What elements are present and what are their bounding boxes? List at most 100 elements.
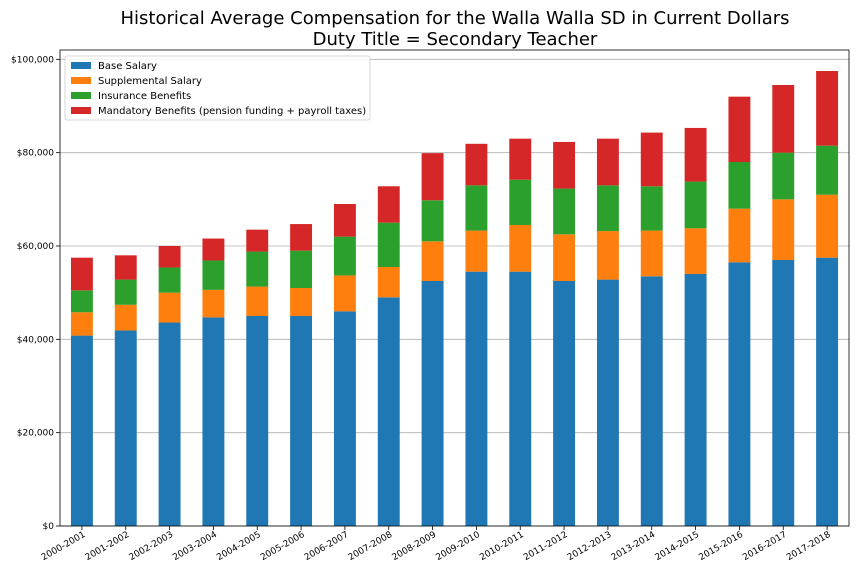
bar-2003-2004-series-2 [202,260,225,290]
legend-swatch-3 [71,107,91,114]
chart-title-line1: Historical Average Compensation for the … [120,8,790,29]
chart-title: Historical Average Compensation for the … [60,8,850,50]
x-tick-label-6: 2006-2007 [303,530,350,563]
bar-2006-2007-series-1 [333,275,356,312]
bar-2014-2015-series-1 [684,228,707,274]
bar-2009-2010-series-3 [465,143,488,186]
bar-2005-2006-series-0 [290,316,313,526]
x-tick-label-17: 2017-2018 [785,530,833,563]
bar-2003-2004-series-1 [202,289,225,318]
legend-swatch-2 [71,92,91,99]
x-tick-label-15: 2015-2016 [697,530,745,563]
x-tick-label-4: 2004-2005 [215,530,262,563]
bar-2016-2017-series-3 [772,85,795,153]
bar-2013-2014-series-1 [640,230,663,277]
bar-2016-2017-series-1 [772,199,795,260]
bar-2013-2014-series-3 [640,132,663,187]
x-tick-label-7: 2007-2008 [347,530,395,563]
bar-2006-2007-series-3 [333,204,356,237]
x-tick-label-13: 2013-2014 [610,530,658,563]
bar-2003-2004-series-0 [202,317,225,526]
y-tick-label-0: $0 [43,522,55,532]
bar-2002-2003-series-2 [158,267,181,293]
bar-2007-2008-series-1 [377,267,400,298]
x-tick-label-14: 2014-2015 [654,530,701,563]
y-tick-label-5: $100,000 [11,55,54,65]
legend-label-1: Supplemental Salary [98,76,202,87]
x-tick-label-3: 2003-2004 [171,530,219,563]
bar-2004-2005-series-1 [246,286,269,316]
bar-2015-2016-series-3 [728,96,751,162]
bar-2017-2018-series-1 [816,194,839,258]
bar-2016-2017-series-0 [772,260,795,526]
x-tick-label-0: 2000-2001 [40,530,87,563]
bar-2001-2002-series-0 [114,330,137,526]
bar-2000-2001-series-0 [70,335,93,526]
y-tick-label-3: $60,000 [17,242,54,252]
bar-2013-2014-series-2 [640,186,663,231]
bar-2001-2002-series-2 [114,279,137,305]
bar-2011-2012-series-2 [553,188,576,235]
plot-frame [59,49,850,527]
bar-2009-2010-series-1 [465,230,488,272]
legend-box [64,55,371,121]
bar-2007-2008-series-3 [377,186,400,223]
bar-2012-2013-series-3 [596,138,619,186]
bar-2006-2007-series-0 [333,311,356,526]
bar-2016-2017-series-2 [772,152,795,200]
x-tick-label-10: 2010-2011 [478,530,525,563]
bar-2015-2016-series-1 [728,208,751,263]
x-tick-label-9: 2009-2010 [434,530,482,563]
bar-2001-2002-series-1 [114,304,137,331]
bar-2013-2014-series-0 [640,276,663,526]
bar-2007-2008-series-0 [377,297,400,526]
x-tick-label-2: 2002-2003 [128,530,175,563]
legend-label-0: Base Salary [98,61,157,72]
bar-2014-2015-series-3 [684,127,707,182]
bar-2010-2011-series-0 [509,271,532,526]
bar-2014-2015-series-2 [684,181,707,229]
bar-2002-2003-series-1 [158,292,181,323]
bar-2005-2006-series-1 [290,288,313,316]
bar-2008-2009-series-0 [421,281,444,526]
y-tick-label-1: $20,000 [17,429,54,439]
bar-2011-2012-series-0 [553,281,576,526]
chart-subtitle: Duty Title = Secondary Teacher [312,29,598,50]
bar-2004-2005-series-2 [246,251,269,287]
bar-2008-2009-series-3 [421,153,444,201]
bar-2015-2016-series-0 [728,262,751,526]
legend-label-3: Mandatory Benefits (pension funding + pa… [98,106,366,117]
bar-2011-2012-series-3 [553,141,576,189]
x-tick-label-12: 2012-2013 [566,530,613,563]
bar-2005-2006-series-3 [290,224,313,251]
bar-2017-2018-series-2 [816,145,839,195]
bar-2009-2010-series-0 [465,271,488,526]
legend-label-2: Insurance Benefits [98,91,191,102]
bar-2009-2010-series-2 [465,185,488,231]
bar-2008-2009-series-2 [421,200,444,242]
y-tick-label-2: $40,000 [17,335,54,345]
bar-2017-2018-series-0 [816,257,839,526]
bar-2012-2013-series-2 [596,185,619,232]
bar-2001-2002-series-3 [114,255,137,280]
bar-2004-2005-series-0 [246,316,269,526]
bar-2015-2016-series-2 [728,162,751,209]
bar-2012-2013-series-1 [596,231,619,280]
bar-2017-2018-series-3 [816,71,839,146]
bar-2000-2001-series-1 [70,312,93,336]
bar-2002-2003-series-3 [158,246,181,268]
bar-2010-2011-series-3 [509,138,532,180]
x-tick-label-8: 2008-2009 [391,530,439,563]
bar-2005-2006-series-2 [290,250,313,288]
bar-2000-2001-series-2 [70,290,93,313]
bar-2003-2004-series-3 [202,238,225,261]
x-tick-label-16: 2016-2017 [741,530,788,563]
bar-2006-2007-series-2 [333,236,356,276]
bar-2010-2011-series-2 [509,179,532,225]
bar-2010-2011-series-1 [509,225,532,272]
legend-swatch-1 [71,77,91,84]
x-tick-label-5: 2005-2006 [259,530,307,563]
y-tick-label-4: $80,000 [17,149,54,159]
bar-2002-2003-series-0 [158,322,181,526]
